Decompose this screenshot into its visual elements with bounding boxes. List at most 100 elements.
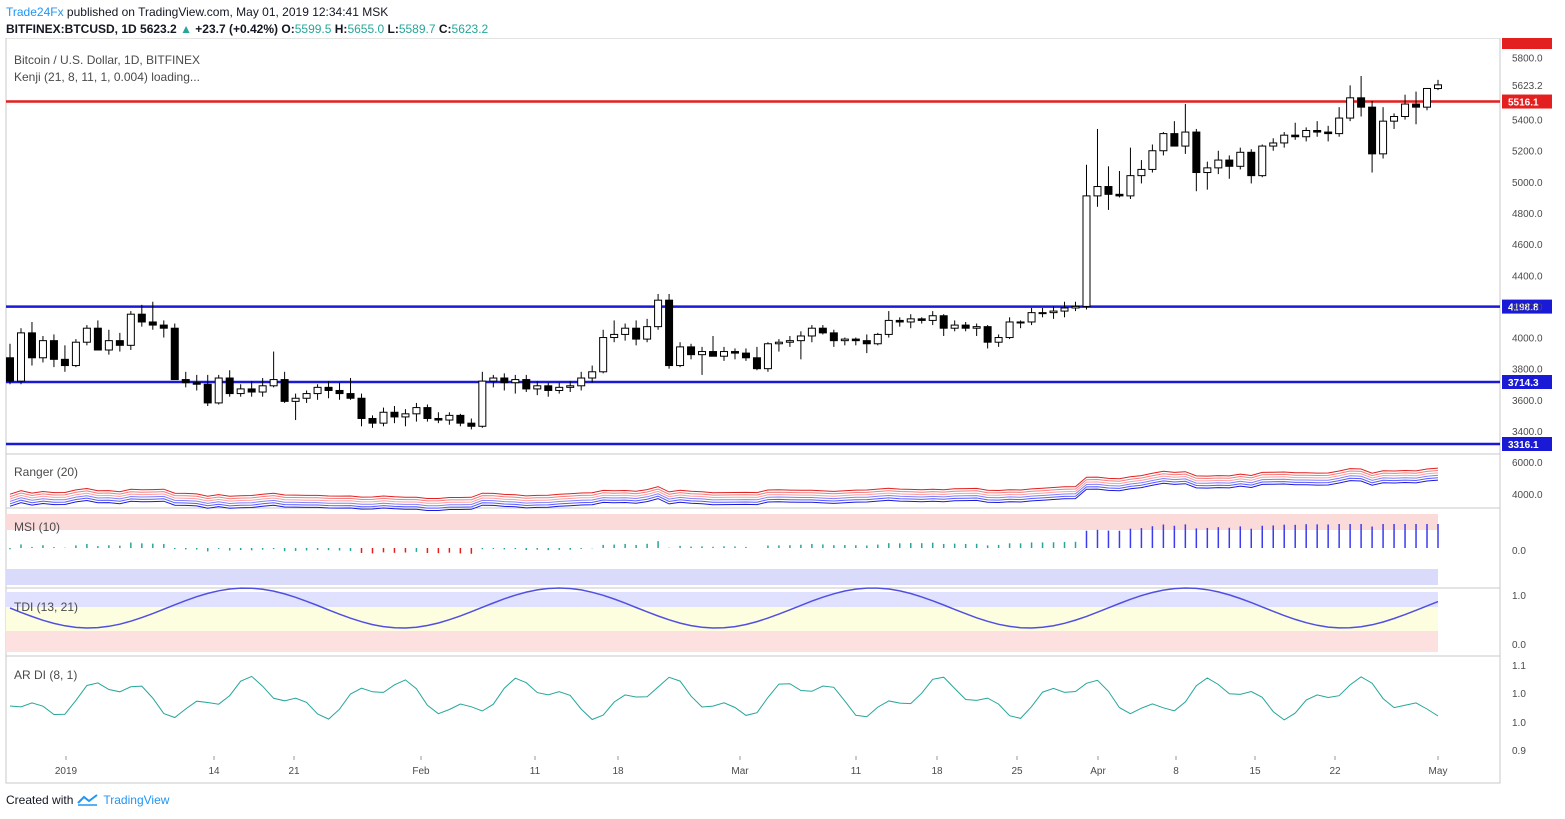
candle-body bbox=[104, 340, 113, 351]
candle-body bbox=[1170, 133, 1179, 147]
candle-body bbox=[1236, 151, 1245, 167]
publish-info: published on TradingView.com, May 01, 20… bbox=[63, 5, 389, 19]
candle-body bbox=[335, 389, 344, 395]
candle-body bbox=[1104, 186, 1113, 195]
footer-created: Created with bbox=[6, 793, 74, 807]
candle-body bbox=[1401, 103, 1410, 117]
candle-body bbox=[1060, 307, 1069, 312]
price-axis[interactable]: 5800.0 5623.2 5400.0 5200.0 5000.0 4800.0 4600… bbox=[1512, 53, 1543, 757]
x-tick-label: 2019 bbox=[55, 766, 78, 777]
level-tag-5516.1 bbox=[1502, 94, 1552, 109]
candle-body bbox=[159, 324, 168, 329]
candle-body bbox=[1412, 103, 1421, 108]
candle-body bbox=[379, 411, 388, 424]
y-tick-label: 5623.2 bbox=[1512, 81, 1543, 92]
candle-body bbox=[1379, 120, 1388, 155]
candle-body bbox=[972, 326, 981, 329]
candle-body bbox=[1082, 195, 1091, 307]
author-link[interactable]: Trade24Fx bbox=[6, 5, 64, 19]
candle-body bbox=[423, 407, 432, 419]
candle-body bbox=[862, 340, 871, 345]
last-price: 5623.2 bbox=[140, 22, 177, 36]
level-tag-3316.1 bbox=[1502, 437, 1552, 451]
publish-line: Trade24Fx published on TradingView.com, … bbox=[6, 4, 488, 21]
close-label: C: bbox=[438, 22, 452, 36]
tdi-upper-zone bbox=[6, 592, 1438, 607]
x-tick-label: 11 bbox=[851, 766, 862, 777]
indicator-tick-label: 6000.0 bbox=[1512, 458, 1543, 469]
candle-body bbox=[511, 379, 520, 384]
candle-body bbox=[709, 351, 718, 357]
footer-brand[interactable]: TradingView bbox=[103, 793, 170, 807]
tradingview-logo-icon bbox=[77, 794, 98, 806]
candle-body bbox=[115, 340, 124, 346]
y-tick-label: 5400.0 bbox=[1512, 116, 1543, 127]
candle-body bbox=[302, 393, 311, 399]
chart-canvas[interactable]: 5516.1 4198.8 3714.3 3316.1 5800.0 5623.2 540… bbox=[0, 38, 1565, 788]
candle-body bbox=[1005, 321, 1014, 339]
candle-body bbox=[1071, 305, 1080, 309]
candle-body bbox=[1192, 131, 1201, 174]
candle-body bbox=[1038, 312, 1047, 315]
candle-body bbox=[291, 397, 300, 402]
ardi-line bbox=[9, 675, 1439, 721]
candle-body bbox=[16, 332, 25, 382]
candle-body bbox=[950, 324, 959, 329]
candle-body bbox=[269, 379, 278, 387]
candle-body bbox=[807, 327, 816, 337]
indicator-tick-label: 0.0 bbox=[1512, 546, 1526, 557]
y-tick-label: 4800.0 bbox=[1512, 209, 1543, 220]
y-tick-label: 4400.0 bbox=[1512, 271, 1543, 282]
candle-body bbox=[1148, 150, 1157, 170]
x-tick-label: Apr bbox=[1090, 766, 1106, 777]
panel-frame-4 bbox=[5, 655, 1501, 784]
horizontal-levels: 5516.1 4198.8 3714.3 3316.1 bbox=[6, 38, 1552, 451]
candle-body bbox=[643, 326, 652, 340]
candle-body bbox=[247, 388, 256, 393]
ranger-line bbox=[9, 474, 1439, 507]
candle-body bbox=[258, 385, 267, 393]
y-tick-label: 3600.0 bbox=[1512, 396, 1543, 407]
candle-body bbox=[599, 337, 608, 373]
candle-body bbox=[1280, 134, 1289, 144]
candle-body bbox=[577, 377, 586, 387]
candlestick-series bbox=[6, 76, 1442, 430]
indicator-tick-label: 1.0 bbox=[1512, 689, 1526, 700]
candle-body bbox=[1159, 133, 1168, 152]
candle-body bbox=[192, 382, 201, 385]
candle-body bbox=[1434, 84, 1442, 90]
x-tick-label: 15 bbox=[1249, 766, 1261, 777]
indicator-tick-label: 0.0 bbox=[1512, 640, 1526, 651]
tdi-mid-zone bbox=[6, 607, 1438, 631]
candle-body bbox=[324, 386, 333, 391]
candle-body bbox=[544, 385, 553, 391]
indicator-tick-label: 4000.0 bbox=[1512, 490, 1543, 501]
time-axis[interactable]: 2019 14 21 Feb 11 18 Mar 11 18 25 Apr 8 15 22 May bbox=[55, 756, 1448, 777]
candle-body bbox=[390, 411, 399, 418]
candle-body bbox=[1027, 312, 1036, 323]
candle-body bbox=[588, 371, 597, 379]
candle-body bbox=[203, 383, 212, 404]
candle-body bbox=[873, 333, 882, 345]
ranger-line bbox=[9, 467, 1439, 499]
candle-body bbox=[763, 343, 772, 370]
candle-body bbox=[851, 338, 860, 342]
candle-body bbox=[38, 340, 47, 359]
indicator-tick-label: 1.1 bbox=[1512, 661, 1526, 672]
msi-upper-zone bbox=[6, 514, 1438, 530]
candle-body bbox=[148, 321, 157, 326]
candle-body bbox=[610, 333, 619, 339]
candle-body bbox=[500, 377, 509, 384]
ranger-line bbox=[9, 479, 1439, 511]
candle-body bbox=[1247, 151, 1256, 177]
candle-body bbox=[884, 319, 893, 335]
symbol-line: BITFINEX:BTCUSD, 1D 5623.2 ▲ +23.7 (+0.4… bbox=[6, 21, 488, 38]
x-tick-label: Feb bbox=[412, 766, 430, 777]
x-tick-label: 18 bbox=[612, 766, 624, 777]
chart-header: Trade24Fx published on TradingView.com, … bbox=[6, 4, 488, 38]
candle-body bbox=[225, 377, 234, 395]
ranger-title: Ranger (20) bbox=[14, 465, 78, 479]
change-arrow-icon: ▲ bbox=[180, 22, 192, 36]
x-tick-label: 8 bbox=[1173, 766, 1179, 777]
msi-title: MSI (10) bbox=[14, 520, 60, 534]
